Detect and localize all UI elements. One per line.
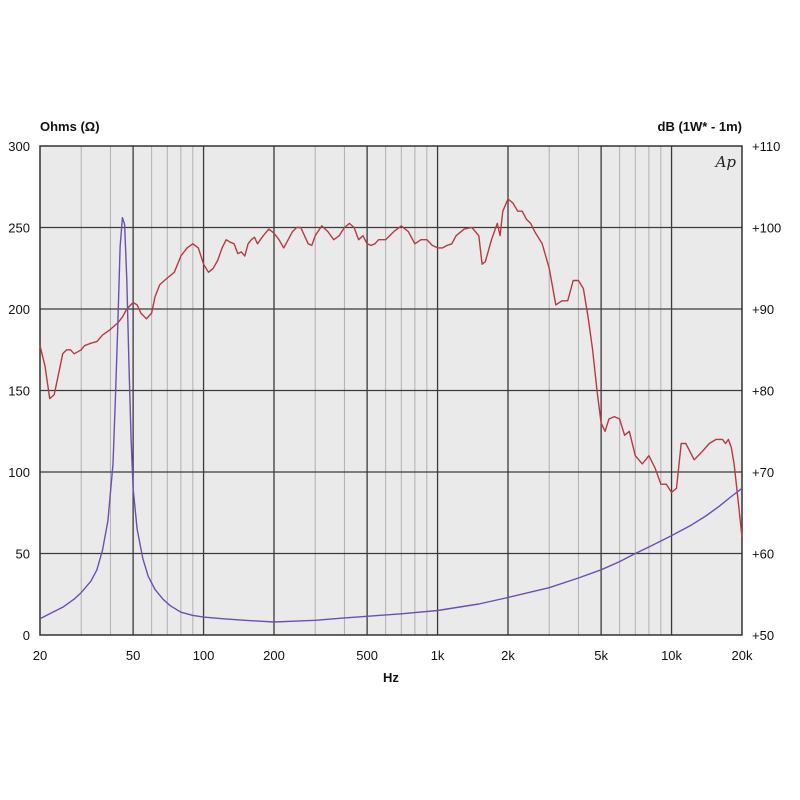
right-y-tick-label: +80 [752,384,774,399]
spl-curve [39,198,743,538]
x-tick-label: 100 [193,648,215,663]
right-y-tick-label: +60 [752,547,774,562]
right-y-tick-labels: +50 +60 +70 +80 +90 +100 +110 [752,139,781,643]
left-y-tick-label: 250 [8,221,30,236]
x-tick-label: 2k [501,648,515,663]
x-tick-labels: 20 50 100 200 500 1k 2k 5k 10k 20k [33,648,753,663]
left-y-tick-labels: 0 50 100 150 200 250 300 [8,139,30,643]
impedance-curve [39,217,743,623]
x-tick-label: 20 [33,648,47,663]
left-y-tick-label: 200 [8,302,30,317]
left-y-tick-label: 300 [8,139,30,154]
left-axis-title: Ohms (Ω) [40,119,100,134]
x-tick-label: 20k [732,648,753,663]
series-layer [39,198,743,623]
x-tick-label: 500 [356,648,378,663]
right-y-tick-label: +50 [752,628,774,643]
left-y-tick-label: 0 [23,628,30,643]
left-y-tick-label: 50 [16,547,30,562]
x-tick-label: 10k [661,648,682,663]
ap-logo: Ap [714,153,737,171]
left-y-tick-label: 100 [8,465,30,480]
x-tick-label: 5k [594,648,608,663]
right-axis-title: dB (1W* - 1m) [658,119,743,134]
left-y-tick-label: 150 [8,384,30,399]
x-axis-title: Hz [383,670,399,685]
x-tick-label: 50 [126,648,140,663]
right-y-tick-label: +110 [752,139,780,154]
x-tick-label: 200 [263,648,285,663]
major-gridlines [40,146,742,635]
x-tick-label: 1k [431,648,445,663]
plot-frame [39,145,743,636]
right-y-tick-label: +100 [752,221,781,236]
right-y-tick-label: +90 [752,302,774,317]
right-y-tick-label: +70 [752,465,774,480]
